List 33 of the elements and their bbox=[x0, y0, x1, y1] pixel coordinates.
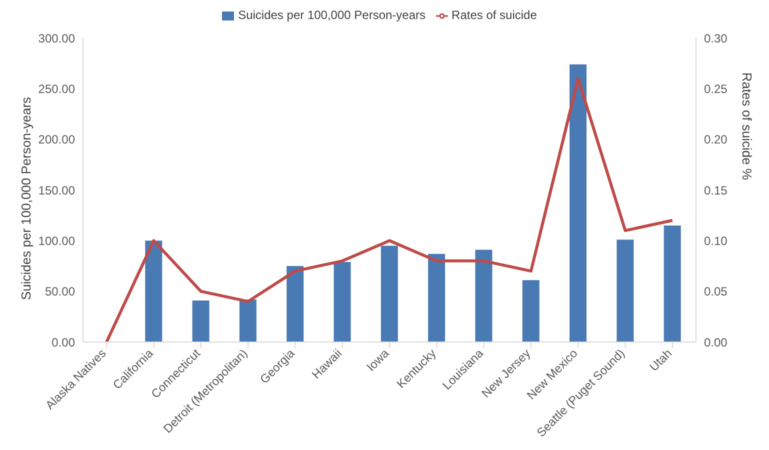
bar bbox=[522, 280, 540, 342]
bar bbox=[428, 254, 446, 342]
x-tick-label: Iowa bbox=[364, 346, 392, 374]
y-tick-label: 0.00 bbox=[52, 335, 76, 350]
y2-tick-label: 0.20 bbox=[704, 132, 728, 147]
y2-tick-label: 0.25 bbox=[704, 82, 728, 96]
y2-tick-label: 0.05 bbox=[704, 284, 728, 299]
bar bbox=[286, 266, 304, 342]
y2-tick-label: 0.15 bbox=[704, 183, 728, 198]
y2-tick-label: 0.30 bbox=[704, 31, 728, 46]
y2-tick-label: 0.00 bbox=[704, 335, 728, 350]
bar bbox=[664, 225, 681, 342]
x-tick-label: Utah bbox=[646, 346, 675, 374]
bar bbox=[380, 246, 398, 342]
y-tick-label: 250.00 bbox=[38, 82, 76, 96]
bar bbox=[192, 300, 210, 342]
y-tick-label: 300.00 bbox=[38, 31, 76, 46]
y-tick-label: 50.00 bbox=[44, 284, 76, 299]
y-tick-label: 150.00 bbox=[38, 183, 76, 198]
bar bbox=[475, 250, 492, 342]
y-tick-label: 100.00 bbox=[38, 234, 76, 248]
legend-label: Rates of suicide bbox=[452, 8, 537, 22]
y-tick-label: 200.00 bbox=[38, 132, 76, 147]
bar bbox=[570, 64, 587, 342]
line-series bbox=[105, 77, 674, 342]
y-axis-title: Suicides per 100,000 Person-years bbox=[18, 96, 34, 300]
y2-axis-title: Rates of suicide % bbox=[739, 72, 754, 180]
bar bbox=[616, 240, 634, 342]
legend-label: Suicides per 100,000 Person-years bbox=[238, 8, 426, 22]
bar bbox=[239, 299, 256, 342]
bar bbox=[145, 240, 162, 342]
y2-tick-label: 0.10 bbox=[704, 234, 728, 248]
bar bbox=[334, 262, 351, 342]
